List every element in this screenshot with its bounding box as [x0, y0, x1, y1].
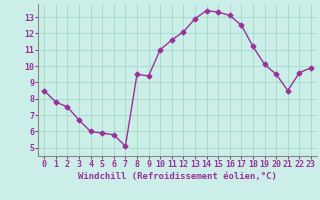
X-axis label: Windchill (Refroidissement éolien,°C): Windchill (Refroidissement éolien,°C): [78, 172, 277, 181]
